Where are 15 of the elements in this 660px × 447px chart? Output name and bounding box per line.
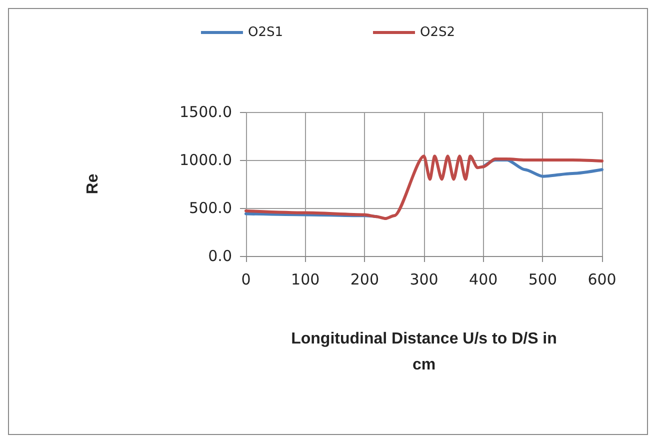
x-tick-label: 200	[350, 270, 379, 288]
x-tick-label: 100	[291, 270, 320, 288]
y-tick-label: 1500.0	[180, 103, 232, 121]
y-axis-title: Re	[84, 174, 102, 194]
y-tick-label: 500.0	[189, 199, 232, 217]
legend-label: O2S2	[420, 25, 456, 40]
x-tick-label: 500	[528, 270, 557, 288]
x-tick-label: 300	[410, 270, 438, 288]
x-axis-title: Longitudinal Distance U/s to D/S in cm	[291, 330, 557, 374]
x-tick-label: 400	[469, 270, 498, 288]
legend-label: O2S1	[248, 25, 284, 40]
x-tick-label: 600	[588, 270, 616, 288]
y-tick-label: 1000.0	[180, 151, 232, 169]
y-tick-label: 0.0	[208, 247, 232, 265]
x-tick-label: 0	[241, 270, 251, 288]
